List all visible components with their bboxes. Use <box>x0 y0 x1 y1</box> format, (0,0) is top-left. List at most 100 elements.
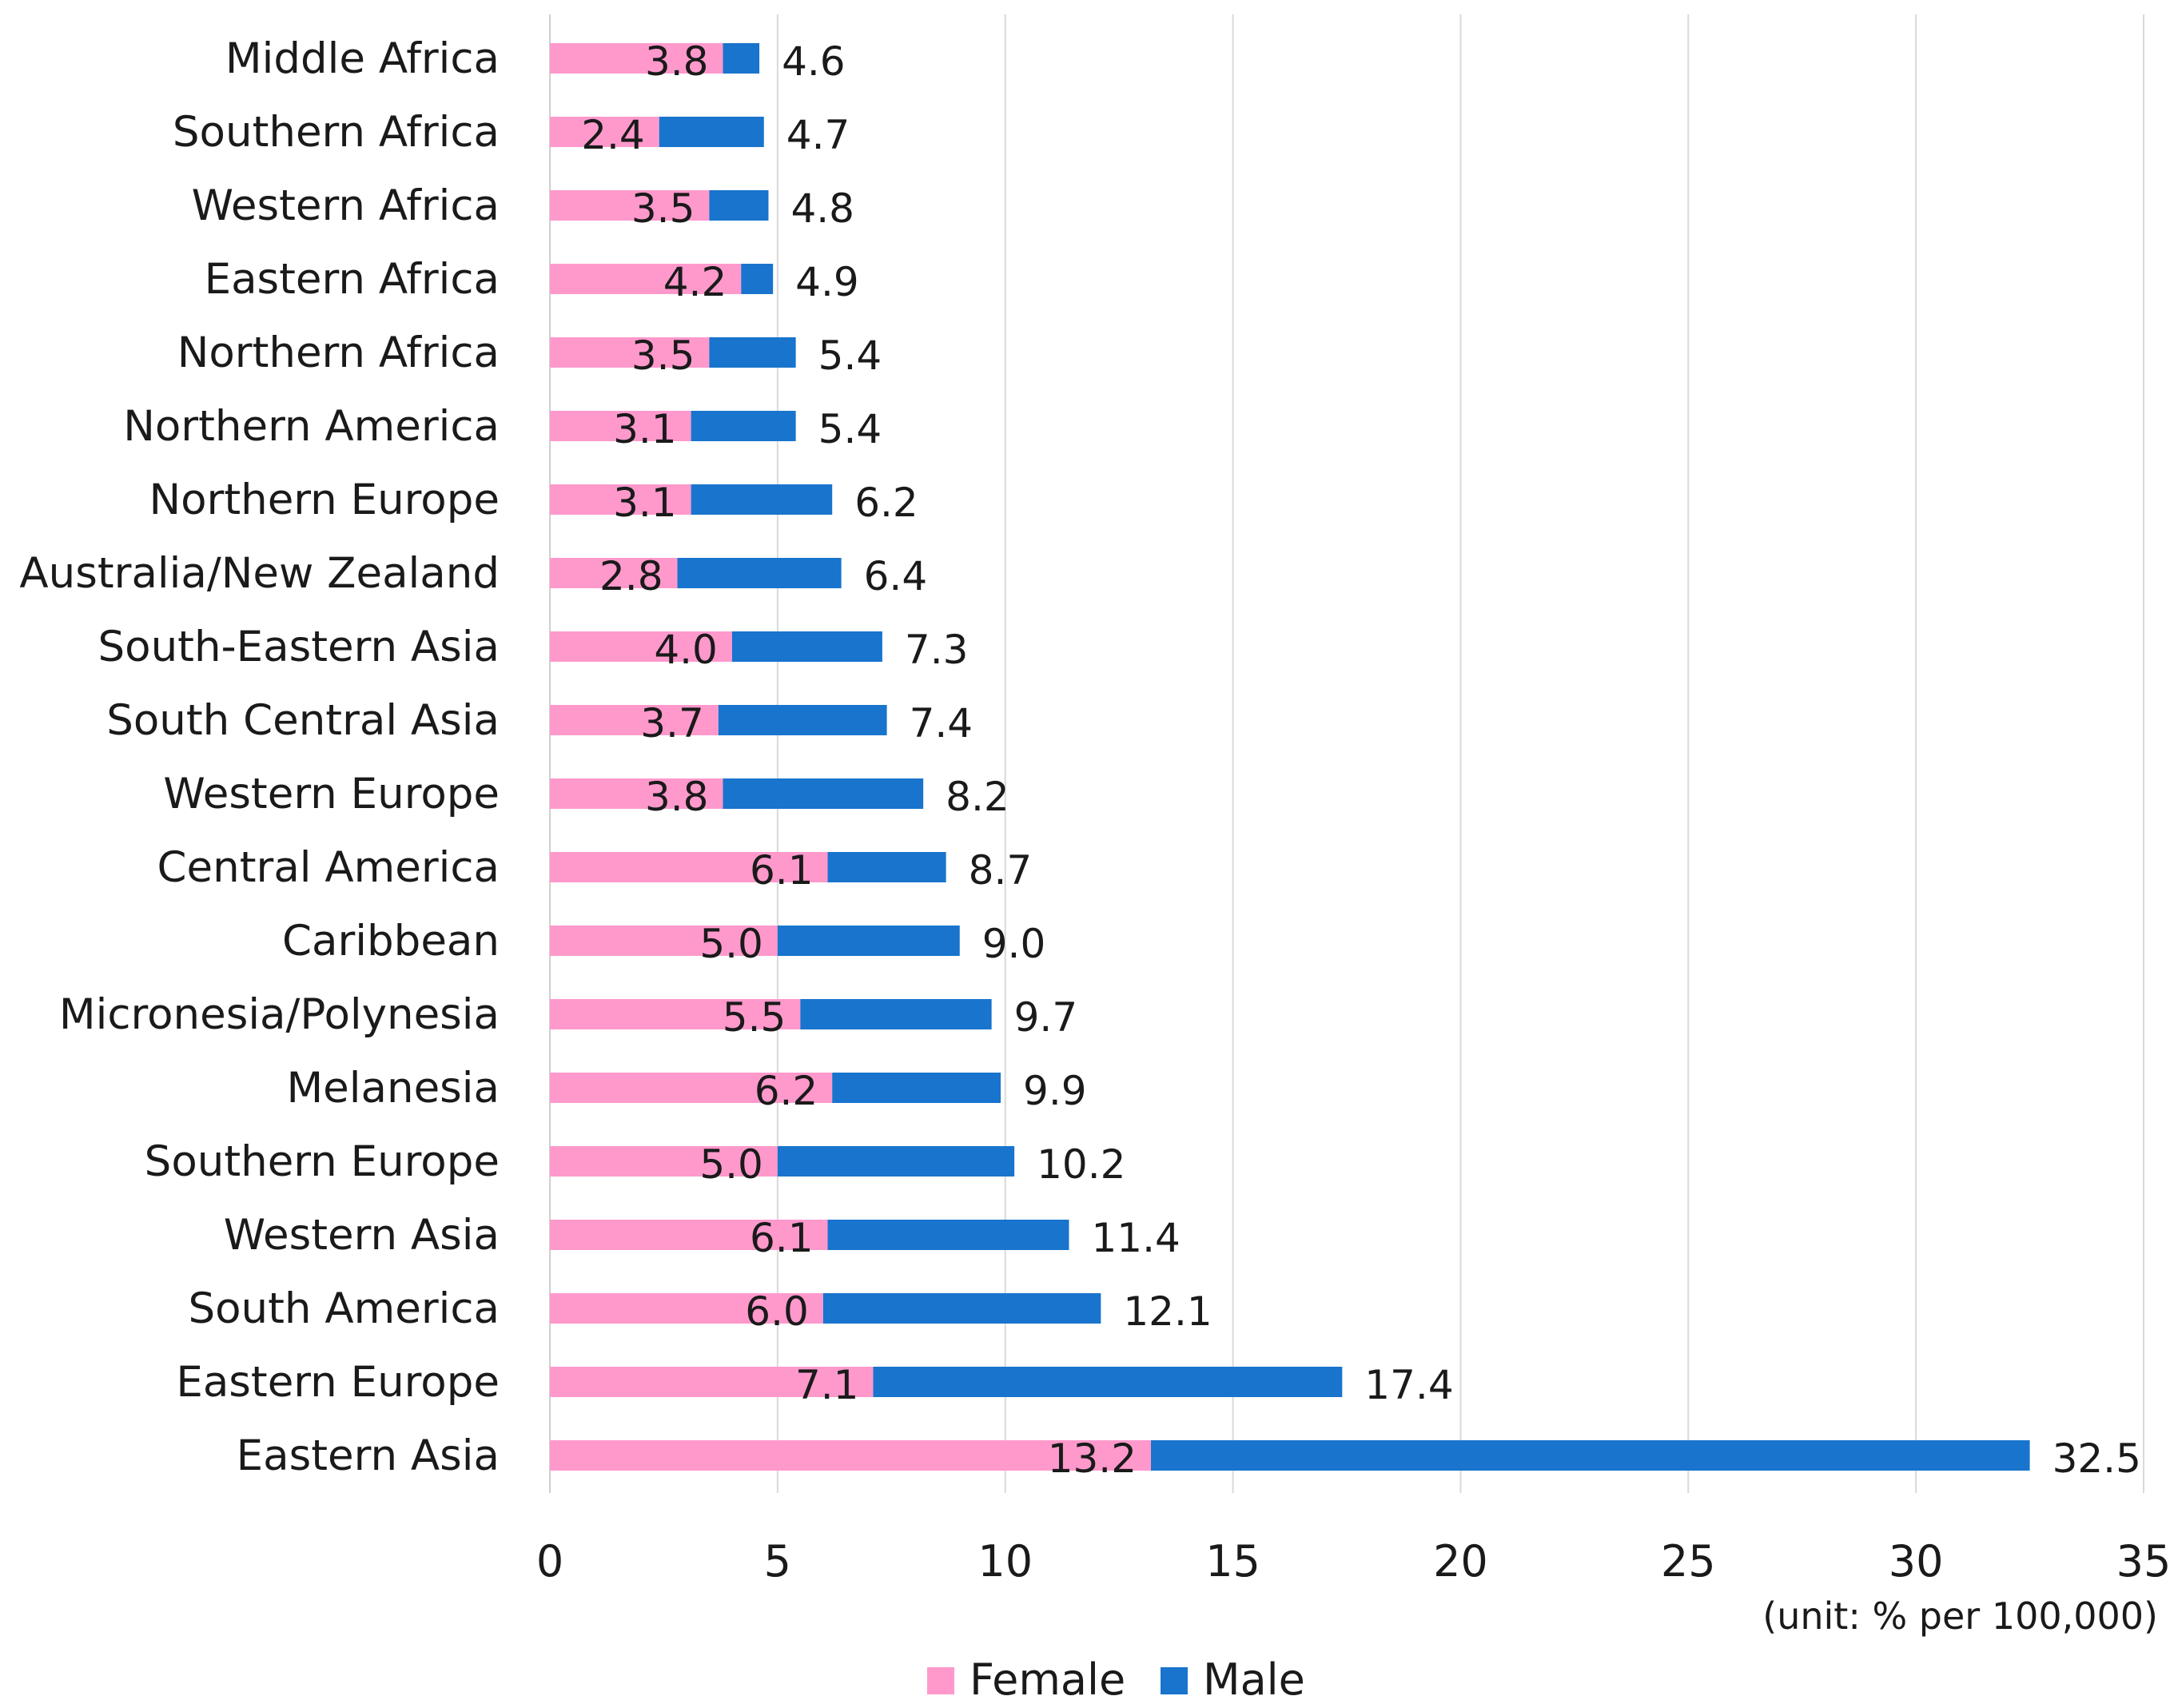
label-male: 7.3 <box>905 627 969 673</box>
category-label: Melanesia <box>286 1064 500 1113</box>
bar-female <box>550 631 732 662</box>
legend-label: Female <box>970 1654 1125 1705</box>
label-male: 4.6 <box>782 38 846 85</box>
bar-male <box>659 117 764 147</box>
category-label: Western Africa <box>192 181 500 230</box>
bar-male <box>731 631 882 662</box>
category-label: Middle Africa <box>225 34 500 83</box>
bar-male <box>800 999 992 1029</box>
category-label: Northern America <box>123 402 500 451</box>
label-male: 9.0 <box>982 921 1046 967</box>
bar-male <box>709 190 769 221</box>
bar-male <box>723 778 924 809</box>
label-female: 5.5 <box>723 994 786 1041</box>
bar-male <box>777 926 960 956</box>
bar-female <box>550 411 691 441</box>
label-female: 6.1 <box>750 1215 814 1261</box>
category-label: Western Europe <box>163 770 500 818</box>
label-male: 32.5 <box>2053 1435 2141 1482</box>
label-male: 4.9 <box>795 259 859 305</box>
x-tick-label: 10 <box>977 1536 1033 1587</box>
bar-male <box>718 705 887 735</box>
bar-male <box>1151 1440 2030 1471</box>
bar-female <box>550 337 710 368</box>
category-label: Southern Africa <box>173 108 500 157</box>
label-male: 8.2 <box>946 774 1009 820</box>
category-label: Southern Europe <box>145 1137 500 1186</box>
label-male: 4.7 <box>786 112 850 158</box>
bar-male <box>691 484 833 515</box>
category-label: Central America <box>157 843 500 892</box>
x-tick-label: 20 <box>1433 1536 1488 1587</box>
category-label: Caribbean <box>282 917 500 965</box>
bar-male <box>832 1073 1001 1103</box>
bar-female <box>550 778 723 809</box>
bar-female <box>550 852 828 882</box>
bar-female <box>550 484 691 515</box>
bar-male <box>741 264 774 294</box>
category-label: Eastern Africa <box>205 255 500 304</box>
bar-female <box>550 1220 828 1250</box>
x-tick-label: 5 <box>764 1536 791 1587</box>
bar-female <box>550 1146 778 1176</box>
bar-female <box>550 705 719 735</box>
label-male: 7.4 <box>910 700 974 747</box>
label-female: 6.0 <box>745 1288 809 1335</box>
label-female: 6.2 <box>755 1068 818 1114</box>
label-female: 7.1 <box>795 1362 859 1408</box>
label-male: 10.2 <box>1037 1141 1125 1188</box>
label-male: 9.7 <box>1014 994 1078 1041</box>
label-female: 3.8 <box>645 38 709 85</box>
bar-female <box>550 117 659 147</box>
label-female: 3.7 <box>640 700 704 747</box>
label-female: 3.5 <box>631 185 695 232</box>
bar-female <box>550 1440 1152 1471</box>
label-female: 2.4 <box>581 112 645 158</box>
label-male: 5.4 <box>818 332 882 379</box>
bar-male <box>777 1146 1015 1176</box>
unit-note: (unit: % per 100,000) <box>1762 1595 2158 1638</box>
label-female: 13.2 <box>1048 1435 1137 1482</box>
label-female: 5.0 <box>699 1141 763 1188</box>
bar-male <box>873 1367 1343 1397</box>
label-male: 4.8 <box>790 185 854 232</box>
bar-male <box>827 852 946 882</box>
bar-male <box>691 411 796 441</box>
x-axis-ticks: 0 5 10 15 20 25 30 35 <box>536 1536 2170 1587</box>
category-label: South-Eastern Asia <box>98 623 500 671</box>
label-female: 3.8 <box>645 774 709 820</box>
label-female: 3.1 <box>613 480 677 526</box>
x-tick-label: 25 <box>1661 1536 1716 1587</box>
legend-label: Male <box>1203 1654 1305 1705</box>
category-label: Northern Europe <box>149 476 500 524</box>
label-male: 8.7 <box>969 847 1033 894</box>
category-label: Australia/New Zealand <box>19 549 500 598</box>
label-male: 5.4 <box>818 406 882 452</box>
bar-female <box>550 558 678 588</box>
label-female: 3.5 <box>631 332 695 379</box>
label-male: 6.4 <box>864 553 928 599</box>
category-label: South America <box>188 1284 500 1333</box>
legend-swatch <box>927 1667 954 1694</box>
legend: Female Male <box>927 1654 1305 1705</box>
bar-female <box>550 1367 874 1397</box>
label-female: 2.8 <box>599 553 663 599</box>
bar-female <box>550 43 723 74</box>
x-tick-label: 30 <box>1889 1536 1944 1587</box>
bar-female <box>550 1073 833 1103</box>
label-male: 12.1 <box>1123 1288 1212 1335</box>
legend-swatch <box>1161 1667 1188 1694</box>
bar-female <box>550 190 710 221</box>
category-label: South Central Asia <box>106 696 500 745</box>
bar-male <box>709 337 796 368</box>
category-label: Northern Africa <box>177 328 500 377</box>
bar-male <box>822 1293 1101 1324</box>
bars <box>550 43 2030 1471</box>
label-female: 6.1 <box>750 847 814 894</box>
bar-female <box>550 926 778 956</box>
category-label: Micronesia/Polynesia <box>59 990 500 1039</box>
category-labels: Middle Africa Southern Africa Western Afri… <box>19 34 500 1480</box>
label-female: 4.0 <box>654 627 718 673</box>
label-male: 11.4 <box>1091 1215 1180 1261</box>
